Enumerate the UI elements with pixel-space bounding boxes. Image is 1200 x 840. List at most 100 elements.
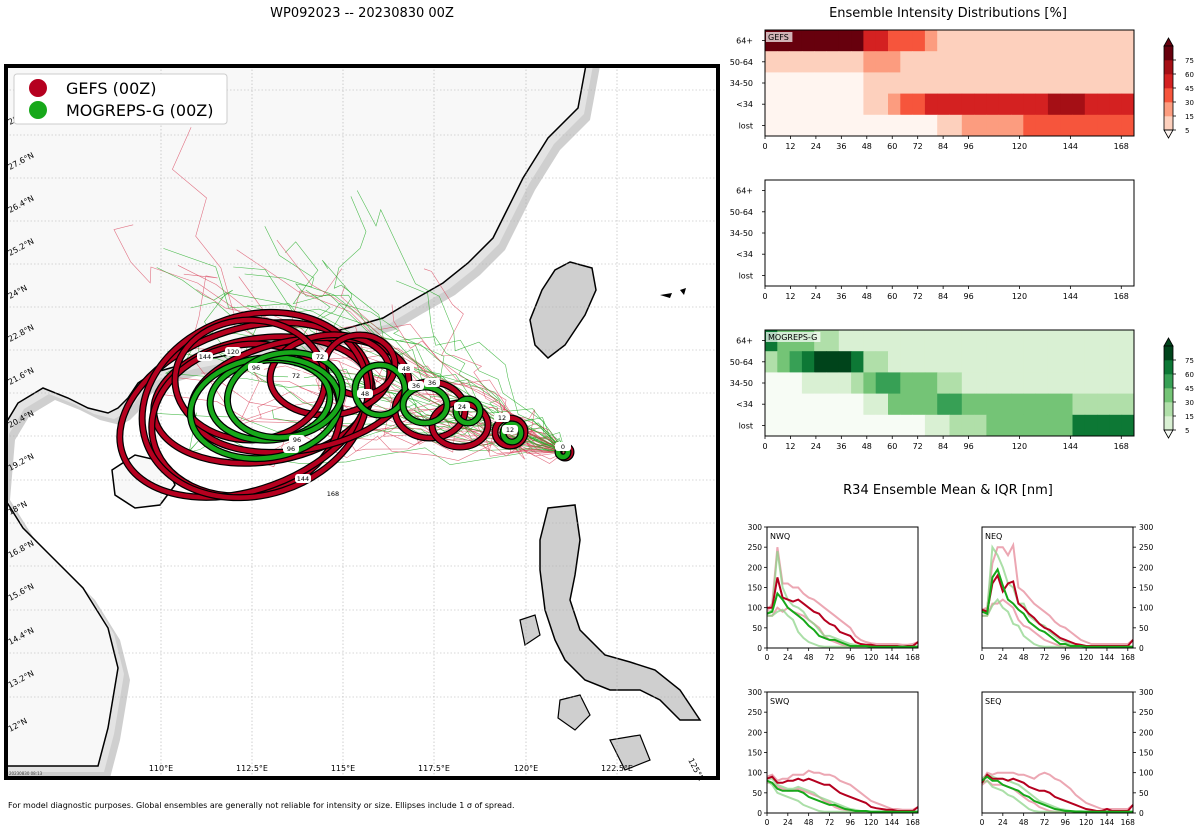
heatmap-cell [851, 30, 864, 52]
r34-xlabel: 168 [1121, 818, 1136, 827]
heatmap-cell [863, 93, 877, 116]
legend-box [13, 73, 228, 125]
r34-ylabel: 0 [757, 644, 762, 653]
colorbar-label: 75 [1185, 357, 1194, 365]
r34-line-mogreps-mean [981, 567, 1133, 648]
heatmap-xlabel: 36 [836, 142, 846, 151]
heatmap-cell [875, 330, 889, 352]
heatmap-cell [838, 93, 852, 116]
footnote: For model diagnostic purposes. Global en… [8, 801, 515, 810]
heatmap-ylabel: 34-50 [730, 379, 753, 388]
heatmap-cell [888, 351, 901, 373]
samar-island [609, 734, 651, 771]
r34-xlabel: 120 [1079, 653, 1094, 662]
heatmap-cell [998, 114, 1012, 137]
heatmap-cell [777, 393, 790, 416]
r34-xlabel: 144 [885, 818, 900, 827]
r34-ylabel: 250 [1139, 708, 1154, 717]
heatmap-cell [1072, 30, 1086, 52]
panel-label-bg [766, 32, 793, 42]
heatmap-cell [900, 414, 913, 437]
heatmap-cell [1072, 372, 1086, 394]
heatmap-cell [924, 414, 938, 437]
heatmap-cell [863, 30, 877, 52]
heatmap-cell [888, 393, 901, 416]
heatmap-xlabel: 24 [811, 142, 821, 151]
r34-ylabel: 100 [748, 604, 763, 613]
colorbar-label: 15 [1185, 413, 1194, 421]
gefs-colorbar: 5 15 30 45 60 75 [1163, 37, 1194, 139]
heatmap-cell [1109, 72, 1123, 94]
mogreps-intensity-heatmap: 64+ 50-64 34-50 <34 lost 0 12 24 36 48 60 72 84 96 120… [730, 329, 1135, 451]
r34-ylabel: 300 [748, 688, 763, 697]
heatmap-cell [1084, 372, 1098, 394]
mogreps-ellipse [453, 396, 483, 426]
heatmap-cell [838, 51, 852, 73]
heatmap-cell [838, 393, 852, 416]
heatmap-cell [1023, 330, 1036, 352]
taiwan-island [529, 261, 597, 359]
heatmap-cell [875, 72, 889, 94]
heatmap-cell [1060, 72, 1073, 94]
heatmap-cell [900, 51, 913, 73]
map-border [4, 64, 720, 780]
r34-xlabel: 24 [783, 818, 793, 827]
heatmap-cell [998, 414, 1012, 437]
heatmap-cell [826, 372, 840, 394]
heatmap-cell [924, 330, 938, 352]
forecast-hour-tag: 12 [506, 426, 514, 434]
heatmap-cell [937, 72, 950, 94]
heatmap-cell [875, 372, 889, 394]
heatmap-cell [1035, 372, 1049, 394]
heatmap-cell [838, 114, 852, 137]
heatmap-cell [998, 72, 1012, 94]
r34-panel-swq: SWQ 0 50 100 150 200 250 300 0 24 48 72 96 120 144 168 [748, 688, 921, 827]
heatmap-cell [789, 351, 803, 373]
r34-ylabel: 100 [1139, 769, 1154, 778]
heatmap-cell [1121, 351, 1135, 373]
r34-line-mogreps-mean [766, 779, 918, 813]
r34-quadrant-label: SEQ [985, 697, 1001, 706]
heatmap-cell [974, 114, 987, 137]
heatmap-cell [912, 93, 926, 116]
r34-title: R34 Ensemble Mean & IQR [nm] [843, 483, 1053, 498]
heatmap-cell [1023, 351, 1036, 373]
colorbar-label: 75 [1185, 57, 1194, 65]
heatmap-cell [888, 30, 901, 52]
heatmap-cell [1109, 330, 1123, 352]
heatmap-cell [1121, 372, 1135, 394]
heatmap-cell [1097, 30, 1110, 52]
heatmap-cell [1023, 72, 1036, 94]
lon-label: 117.5°E [418, 764, 450, 773]
heatmap-xlabel: 96 [963, 142, 973, 151]
forecast-hour-tag-bg [555, 442, 571, 451]
heatmap-cell [765, 372, 778, 394]
heatmap-cell [900, 330, 913, 352]
heatmap-cell [826, 114, 840, 137]
heatmap-cell [826, 393, 840, 416]
mogreps-member-track [399, 336, 566, 453]
heatmap-cell [826, 51, 840, 73]
mogreps-member-track [356, 190, 566, 453]
colorbar-segment [1164, 74, 1173, 89]
forecast-hour-tag-bg [248, 363, 264, 372]
visayas-island [557, 694, 591, 731]
mainland-landmass [6, 66, 600, 778]
forecast-hour-tag: 36 [428, 379, 436, 387]
forecast-hour-tag-bg [283, 444, 299, 453]
heatmap-cell [974, 93, 987, 116]
r34-xlabel: 144 [1100, 653, 1115, 662]
heatmap-cell [1109, 114, 1123, 137]
heatmap-xlabel: 84 [938, 292, 948, 301]
forecast-hour-tag-bg [312, 352, 328, 361]
heatmap-cell [949, 51, 963, 73]
heatmap-cell [949, 330, 963, 352]
heatmap-cell [949, 30, 963, 52]
heatmap-cell [801, 393, 815, 416]
heatmap-cell [949, 393, 963, 416]
heatmap-cell [998, 351, 1012, 373]
heatmap-cell [851, 351, 864, 373]
r34-xlabel: 0 [980, 653, 985, 662]
heatmap-cell [1121, 93, 1135, 116]
